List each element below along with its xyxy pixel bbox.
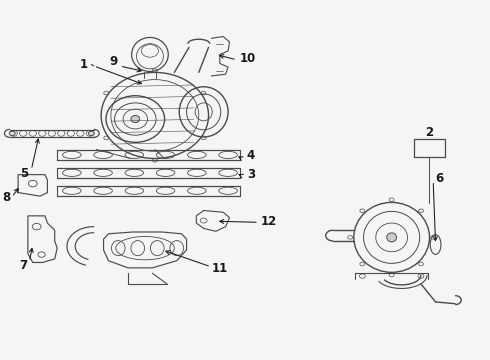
- Text: 4: 4: [247, 149, 255, 162]
- Ellipse shape: [88, 131, 94, 135]
- Text: 1: 1: [80, 58, 88, 71]
- Ellipse shape: [9, 131, 15, 135]
- Text: 7: 7: [19, 259, 27, 272]
- Text: 9: 9: [109, 55, 118, 68]
- Ellipse shape: [131, 116, 140, 123]
- Text: 12: 12: [261, 215, 277, 228]
- Text: 11: 11: [212, 262, 228, 275]
- Text: 2: 2: [425, 126, 433, 139]
- Text: 8: 8: [2, 191, 10, 204]
- Text: 10: 10: [240, 52, 256, 65]
- Text: 6: 6: [436, 172, 443, 185]
- Text: 5: 5: [20, 167, 28, 180]
- Ellipse shape: [387, 233, 396, 242]
- Text: 3: 3: [247, 168, 255, 181]
